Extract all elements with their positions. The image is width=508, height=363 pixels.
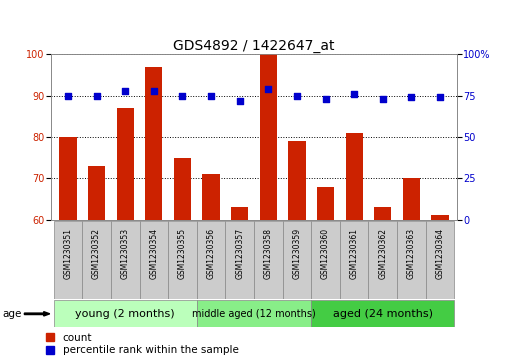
Point — [436, 94, 444, 100]
Bar — [197, 221, 226, 299]
Text: aged (24 months): aged (24 months) — [333, 309, 433, 319]
Bar — [403, 178, 420, 220]
Point — [322, 96, 330, 102]
Point — [121, 88, 129, 94]
Text: GSM1230362: GSM1230362 — [378, 228, 387, 279]
Point — [350, 91, 358, 97]
Text: GSM1230355: GSM1230355 — [178, 228, 187, 279]
Bar — [431, 216, 449, 220]
Text: GSM1230353: GSM1230353 — [121, 228, 130, 279]
Point — [64, 93, 72, 99]
Text: GSM1230354: GSM1230354 — [149, 228, 158, 279]
Text: GSM1230363: GSM1230363 — [407, 228, 416, 279]
Text: young (2 months): young (2 months) — [75, 309, 175, 319]
Bar — [88, 166, 105, 220]
Bar — [282, 221, 311, 299]
Point — [150, 88, 158, 94]
Bar — [117, 108, 134, 220]
Bar — [140, 221, 168, 299]
Bar — [311, 221, 340, 299]
Text: GSM1230352: GSM1230352 — [92, 228, 101, 279]
Bar — [82, 221, 111, 299]
Point — [264, 86, 272, 92]
Point — [207, 93, 215, 99]
Bar — [226, 221, 254, 299]
Bar — [368, 221, 397, 299]
Bar — [397, 221, 426, 299]
Bar — [289, 141, 305, 220]
Title: GDS4892 / 1422647_at: GDS4892 / 1422647_at — [173, 40, 335, 53]
Text: GSM1230359: GSM1230359 — [293, 228, 301, 279]
Bar — [231, 207, 248, 220]
Bar — [59, 137, 77, 220]
Bar — [197, 300, 311, 327]
Text: middle aged (12 months): middle aged (12 months) — [192, 309, 316, 319]
Bar — [111, 221, 140, 299]
Bar — [54, 221, 82, 299]
Bar — [374, 207, 391, 220]
Point — [379, 96, 387, 102]
Text: GSM1230356: GSM1230356 — [207, 228, 215, 279]
Bar — [317, 187, 334, 220]
Point — [178, 93, 186, 99]
Bar — [311, 300, 454, 327]
Bar — [260, 54, 277, 220]
Bar — [203, 174, 219, 220]
Bar — [340, 221, 368, 299]
Point — [293, 93, 301, 99]
Point — [92, 93, 101, 99]
Text: GSM1230360: GSM1230360 — [321, 228, 330, 279]
Point — [236, 98, 244, 103]
Text: GSM1230358: GSM1230358 — [264, 228, 273, 279]
Bar — [345, 133, 363, 220]
Text: GSM1230351: GSM1230351 — [64, 228, 73, 279]
Text: GSM1230361: GSM1230361 — [350, 228, 359, 279]
Point — [407, 94, 416, 100]
Bar — [168, 221, 197, 299]
Text: GSM1230357: GSM1230357 — [235, 228, 244, 279]
Bar — [54, 300, 197, 327]
Legend: count, percentile rank within the sample: count, percentile rank within the sample — [46, 333, 238, 355]
Bar — [174, 158, 191, 220]
Bar — [145, 67, 163, 220]
Bar — [254, 221, 282, 299]
Bar — [426, 221, 454, 299]
Text: age: age — [3, 309, 22, 319]
Text: GSM1230364: GSM1230364 — [435, 228, 444, 279]
